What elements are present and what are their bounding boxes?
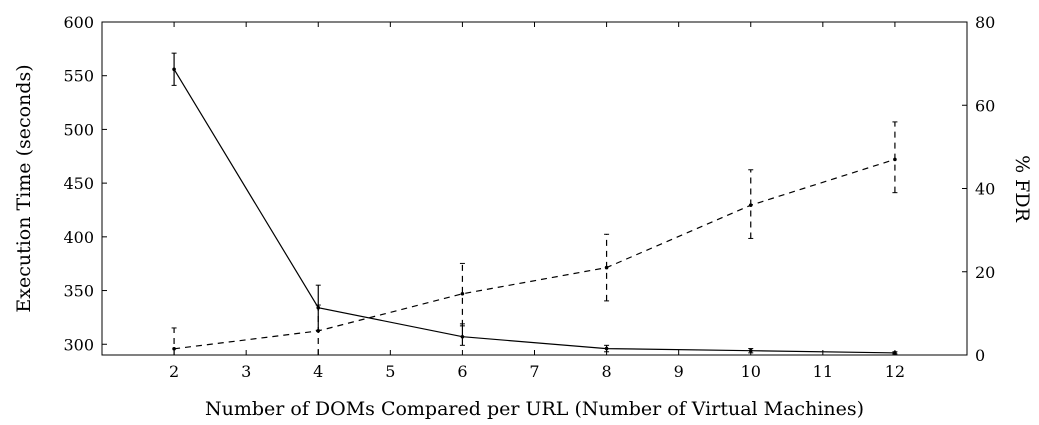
x-tick-label: 4 <box>313 362 323 381</box>
data-point <box>748 203 753 207</box>
series-left-axis <box>171 52 898 355</box>
data-point <box>604 346 609 351</box>
x-tick-label: 9 <box>674 362 684 381</box>
data-point <box>460 292 465 296</box>
y-tick-label: 500 <box>63 120 94 139</box>
x-tick-label: 12 <box>885 362 905 381</box>
x-tick-label: 8 <box>601 362 611 381</box>
y-tick-label: 400 <box>63 228 94 247</box>
data-point <box>893 157 897 162</box>
ticks: 2 3 4 5 6 7 8 9 10 11 12 300 350 400 450 500 550 600 0 20 40… <box>63 13 995 381</box>
y-tick-label: 450 <box>63 174 94 193</box>
data-point <box>893 351 897 355</box>
series-right-axis <box>171 121 898 356</box>
x-tick-label: 2 <box>169 362 179 381</box>
x-tick-label: 7 <box>529 362 539 381</box>
data-point <box>604 265 609 270</box>
y-tick-label: 600 <box>63 13 94 32</box>
y-tick-label: 550 <box>63 67 94 86</box>
y2-tick-label: 60 <box>975 96 995 115</box>
series-line <box>174 158 896 350</box>
x-tick-label: 3 <box>241 362 251 381</box>
x-tick-label: 10 <box>741 362 761 381</box>
y-tick-label: 350 <box>63 282 94 301</box>
data-point <box>172 346 176 351</box>
y2-axis-title: % FDR <box>1011 155 1033 223</box>
x-tick-label: 11 <box>813 362 833 381</box>
series-layer <box>171 52 898 356</box>
y2-tick-label: 80 <box>975 13 995 32</box>
y2-tick-label: 0 <box>975 346 985 365</box>
plot-frame <box>101 21 968 356</box>
x-tick-label: 6 <box>457 362 467 381</box>
y-axis-title: Execution Time (seconds) <box>13 64 35 312</box>
data-point <box>316 329 321 333</box>
x-axis-title: Number of DOMs Compared per URL (Number … <box>205 398 864 420</box>
y2-tick-label: 40 <box>975 180 995 199</box>
data-point <box>172 67 176 72</box>
y2-tick-label: 20 <box>975 263 995 282</box>
data-point <box>748 348 753 353</box>
x-tick-label: 5 <box>385 362 395 381</box>
series-line <box>173 68 895 354</box>
y-tick-label: 300 <box>63 335 94 354</box>
data-point <box>460 334 465 339</box>
